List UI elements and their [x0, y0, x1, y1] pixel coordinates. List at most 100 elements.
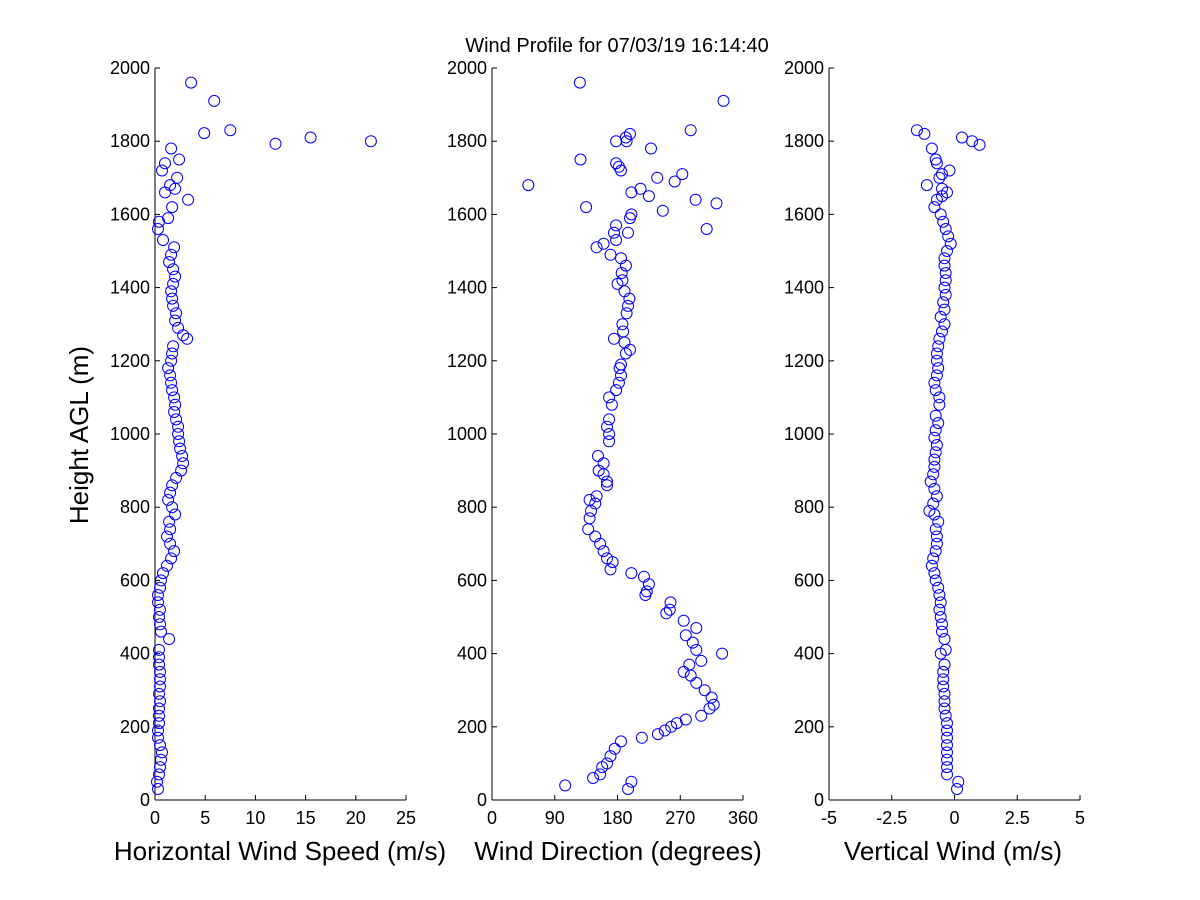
- data-point: [152, 596, 164, 609]
- data-point: [166, 479, 179, 492]
- x-tick-label: 0: [487, 808, 497, 828]
- data-point: [705, 691, 718, 704]
- data-point: [154, 673, 166, 686]
- data-point: [580, 201, 593, 214]
- data-point: [224, 124, 237, 137]
- data-point: [936, 625, 948, 638]
- data-point: [166, 384, 179, 397]
- data-point: [155, 574, 167, 587]
- data-point: [927, 552, 940, 565]
- data-point: [656, 204, 669, 217]
- data-point: [941, 753, 953, 766]
- y-tick-label: 800: [120, 497, 150, 517]
- data-point: [166, 292, 179, 305]
- data-point: [642, 578, 655, 591]
- data-point: [164, 486, 177, 499]
- x-tick-label: 5: [200, 808, 210, 828]
- x-tick-label: 270: [665, 808, 695, 828]
- panel-ylabel: Height AGL (m): [64, 346, 94, 524]
- data-point: [603, 413, 616, 426]
- data-point: [651, 171, 664, 184]
- panel-xlabel: Vertical Wind (m/s): [844, 836, 1062, 866]
- data-point: [938, 702, 951, 715]
- data-point: [938, 695, 951, 708]
- data-point: [156, 164, 168, 177]
- y-tick-label: 200: [120, 717, 150, 737]
- data-point: [601, 552, 613, 565]
- data-point: [615, 735, 627, 748]
- x-tick-label: 90: [545, 808, 565, 828]
- data-point: [938, 281, 951, 294]
- data-point: [153, 702, 165, 715]
- data-point: [689, 193, 702, 206]
- data-point: [938, 687, 951, 700]
- data-point: [559, 779, 572, 792]
- data-point: [167, 299, 180, 312]
- data-point: [928, 453, 941, 466]
- data-point: [952, 775, 965, 788]
- data-point: [951, 783, 963, 795]
- data-point: [634, 182, 647, 195]
- data-point: [170, 413, 183, 426]
- data-point: [933, 589, 946, 601]
- data-point: [154, 695, 166, 708]
- data-point: [700, 223, 713, 235]
- data-point: [939, 709, 952, 722]
- data-point: [642, 190, 655, 203]
- data-point: [966, 135, 979, 148]
- data-point: [925, 559, 938, 572]
- x-tick-label: 0: [150, 808, 160, 828]
- data-point: [157, 567, 169, 580]
- data-point: [929, 384, 942, 397]
- data-point: [594, 768, 607, 781]
- data-point: [169, 270, 182, 283]
- data-point: [163, 633, 176, 645]
- x-tick-label: 360: [728, 808, 758, 828]
- data-point: [936, 182, 948, 195]
- data-point: [601, 420, 613, 433]
- y-tick-label: 1400: [110, 278, 150, 298]
- data-point: [608, 226, 620, 239]
- data-point: [603, 428, 616, 440]
- data-point: [928, 201, 941, 214]
- data-point: [617, 325, 630, 338]
- data-point: [165, 248, 178, 261]
- data-point: [615, 252, 627, 265]
- data-point: [943, 164, 956, 177]
- data-point: [933, 391, 946, 404]
- data-point: [182, 193, 195, 206]
- y-tick-label: 2000: [110, 58, 150, 78]
- data-point: [928, 567, 941, 580]
- data-point: [152, 731, 164, 744]
- y-tick-label: 2000: [784, 58, 824, 78]
- data-point: [155, 753, 167, 766]
- data-point: [610, 157, 623, 170]
- data-point: [618, 336, 631, 349]
- data-point: [920, 179, 933, 192]
- data-point: [932, 581, 945, 594]
- data-point: [152, 223, 164, 235]
- data-point: [612, 160, 625, 173]
- data-point: [198, 127, 211, 140]
- data-point: [677, 665, 690, 678]
- data-point: [615, 369, 627, 382]
- data-point: [679, 713, 692, 726]
- y-tick-label: 1400: [784, 278, 824, 298]
- data-point: [936, 168, 948, 181]
- data-point: [930, 537, 943, 550]
- data-point: [934, 611, 947, 623]
- data-point: [624, 127, 636, 140]
- data-point: [707, 698, 720, 711]
- y-tick-label: 1200: [784, 351, 824, 371]
- data-point: [622, 299, 634, 312]
- data-point: [161, 559, 173, 572]
- data-point: [610, 234, 623, 246]
- data-point: [973, 138, 986, 151]
- x-tick-label: 5: [1075, 808, 1085, 828]
- data-point: [596, 761, 609, 774]
- x-tick-label: 10: [245, 808, 265, 828]
- panel-xlabel: Wind Direction (degrees): [474, 836, 762, 866]
- data-point: [941, 717, 953, 730]
- data-point: [924, 475, 937, 488]
